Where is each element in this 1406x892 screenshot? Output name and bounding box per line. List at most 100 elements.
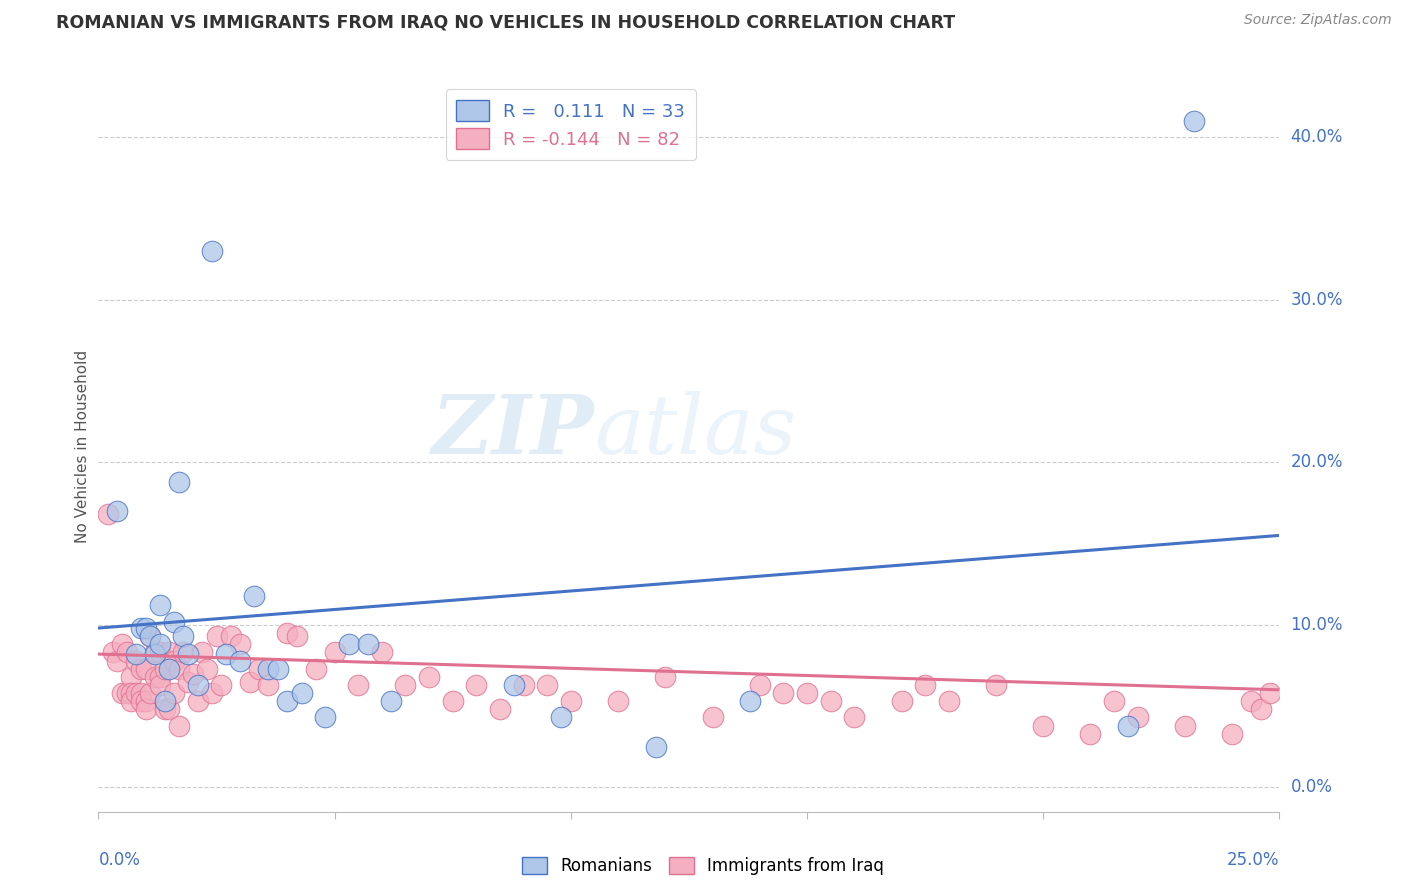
Point — [1102, 694, 1125, 708]
Point — [149, 645, 172, 659]
Point — [209, 678, 232, 692]
Point — [105, 654, 128, 668]
Point — [512, 678, 534, 692]
Point — [172, 645, 194, 659]
Point — [796, 686, 818, 700]
Point — [820, 694, 842, 708]
Point — [536, 678, 558, 692]
Point — [167, 718, 190, 732]
Point — [290, 686, 312, 700]
Text: 25.0%: 25.0% — [1227, 851, 1279, 869]
Point — [914, 678, 936, 692]
Point — [97, 508, 120, 522]
Point — [157, 662, 180, 676]
Point — [111, 637, 134, 651]
Point — [1240, 694, 1263, 708]
Point — [239, 674, 262, 689]
Point — [371, 645, 394, 659]
Point — [229, 637, 252, 651]
Point — [357, 637, 380, 651]
Point — [181, 666, 204, 681]
Point — [143, 670, 166, 684]
Text: 10.0%: 10.0% — [1291, 615, 1343, 634]
Point — [121, 670, 143, 684]
Point — [177, 674, 200, 689]
Point — [121, 686, 143, 700]
Point — [135, 702, 157, 716]
Point — [153, 702, 176, 716]
Point — [441, 694, 464, 708]
Point — [115, 645, 138, 659]
Point — [135, 662, 157, 676]
Point — [644, 739, 666, 754]
Point — [201, 686, 224, 700]
Point — [337, 637, 360, 651]
Point — [465, 678, 488, 692]
Point — [418, 670, 440, 684]
Point — [347, 678, 370, 692]
Point — [149, 678, 172, 692]
Text: ZIP: ZIP — [432, 392, 595, 471]
Point — [503, 678, 526, 692]
Point — [143, 645, 166, 659]
Point — [257, 678, 280, 692]
Point — [125, 686, 148, 700]
Legend: R =   0.111   N = 33, R = -0.144   N = 82: R = 0.111 N = 33, R = -0.144 N = 82 — [446, 89, 696, 160]
Point — [149, 637, 172, 651]
Point — [314, 710, 336, 724]
Text: 0.0%: 0.0% — [1291, 779, 1333, 797]
Point — [125, 647, 148, 661]
Point — [1250, 702, 1272, 716]
Point — [607, 694, 630, 708]
Point — [267, 662, 290, 676]
Point — [748, 678, 770, 692]
Point — [187, 694, 209, 708]
Point — [191, 645, 214, 659]
Point — [938, 694, 960, 708]
Point — [167, 662, 190, 676]
Point — [219, 629, 242, 643]
Text: ROMANIAN VS IMMIGRANTS FROM IRAQ NO VEHICLES IN HOUSEHOLD CORRELATION CHART: ROMANIAN VS IMMIGRANTS FROM IRAQ NO VEHI… — [56, 13, 955, 31]
Point — [247, 662, 270, 676]
Point — [143, 647, 166, 661]
Point — [323, 645, 346, 659]
Point — [229, 654, 252, 668]
Point — [157, 645, 180, 659]
Point — [550, 710, 572, 724]
Point — [101, 645, 124, 659]
Point — [177, 647, 200, 661]
Point — [205, 629, 228, 643]
Point — [305, 662, 328, 676]
Point — [153, 694, 176, 708]
Point — [129, 621, 152, 635]
Point — [984, 678, 1007, 692]
Point — [129, 686, 152, 700]
Point — [890, 694, 912, 708]
Point — [257, 662, 280, 676]
Text: 20.0%: 20.0% — [1291, 453, 1343, 471]
Point — [163, 686, 186, 700]
Point — [187, 678, 209, 692]
Y-axis label: No Vehicles in Household: No Vehicles in Household — [75, 350, 90, 542]
Point — [129, 694, 152, 708]
Point — [215, 647, 238, 661]
Point — [163, 615, 186, 629]
Point — [489, 702, 512, 716]
Text: 0.0%: 0.0% — [98, 851, 141, 869]
Point — [394, 678, 416, 692]
Point — [111, 686, 134, 700]
Point — [772, 686, 794, 700]
Point — [139, 629, 162, 643]
Point — [139, 629, 162, 643]
Point — [285, 629, 308, 643]
Point — [1080, 727, 1102, 741]
Point — [654, 670, 676, 684]
Point — [153, 662, 176, 676]
Point — [149, 670, 172, 684]
Point — [129, 662, 152, 676]
Point — [276, 626, 298, 640]
Point — [1116, 718, 1139, 732]
Point — [135, 694, 157, 708]
Point — [380, 694, 402, 708]
Point — [1220, 727, 1243, 741]
